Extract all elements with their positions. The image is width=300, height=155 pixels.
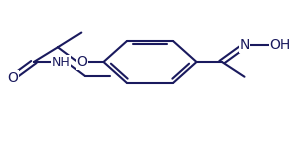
Text: OH: OH <box>269 38 290 52</box>
Text: O: O <box>76 55 87 69</box>
Text: O: O <box>8 71 18 85</box>
Text: NH: NH <box>52 55 70 69</box>
Text: N: N <box>239 38 250 52</box>
